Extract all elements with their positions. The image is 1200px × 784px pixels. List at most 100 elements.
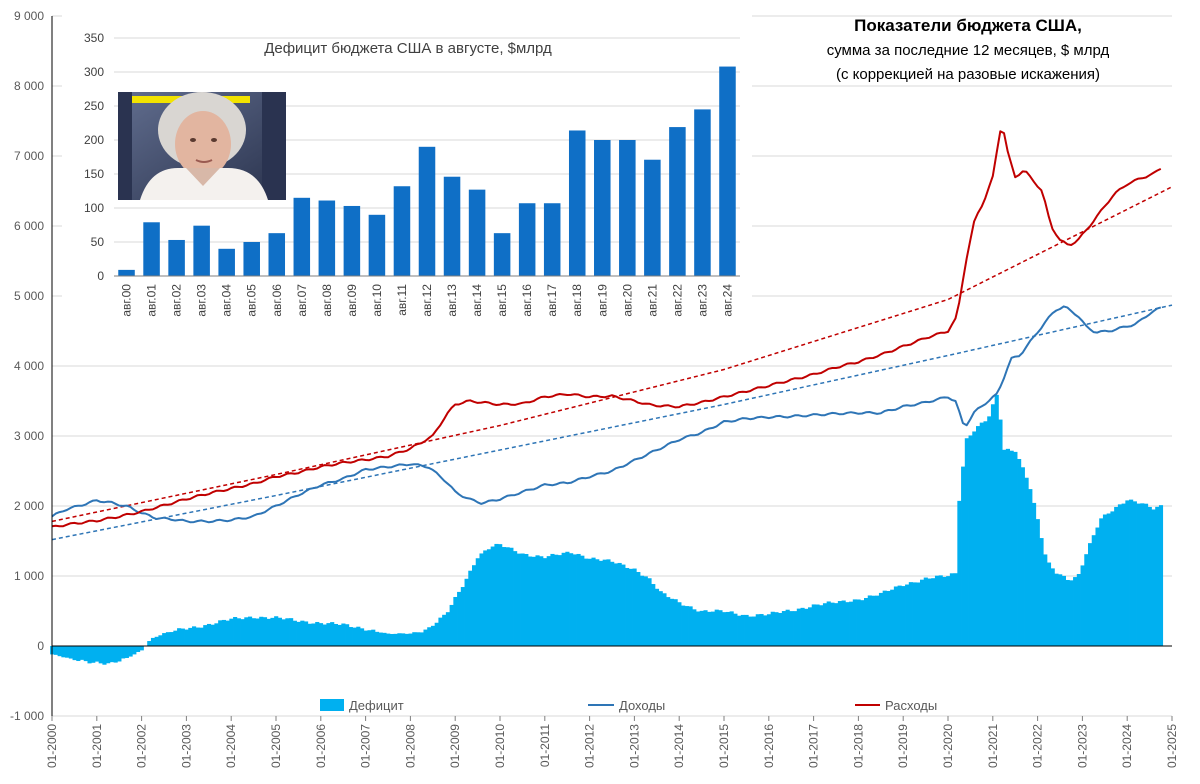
deficit-bar bbox=[673, 599, 678, 646]
deficit-bar bbox=[662, 593, 667, 646]
inset-bar bbox=[218, 248, 235, 276]
deficit-bar bbox=[856, 599, 861, 646]
deficit-bar bbox=[300, 620, 305, 646]
deficit-bar bbox=[472, 565, 477, 646]
deficit-bar bbox=[341, 623, 346, 646]
inset-title: Дефицит бюджета США в августе, $млрд bbox=[264, 40, 552, 57]
inset-bar bbox=[568, 130, 586, 276]
deficit-bar bbox=[307, 623, 312, 646]
deficit-bar bbox=[774, 612, 779, 646]
deficit-bar bbox=[416, 632, 421, 646]
deficit-bar bbox=[404, 633, 409, 646]
deficit-bar bbox=[423, 629, 428, 646]
deficit-bar bbox=[102, 646, 107, 665]
deficit-bar bbox=[557, 555, 562, 646]
inset-xtick-label: авг.02 bbox=[170, 284, 184, 317]
deficit-bar bbox=[576, 553, 581, 646]
deficit-bar bbox=[621, 564, 626, 646]
deficit-bar bbox=[1009, 450, 1014, 646]
inset-xtick-label: авг.01 bbox=[145, 284, 159, 317]
deficit-bar bbox=[509, 547, 514, 646]
deficit-bar bbox=[714, 609, 719, 646]
deficit-bar bbox=[826, 601, 831, 646]
deficit-bar bbox=[822, 603, 828, 646]
deficit-bar bbox=[139, 646, 144, 651]
deficit-bar bbox=[770, 611, 775, 646]
trend-lines bbox=[51, 186, 1173, 541]
deficit-bar bbox=[927, 578, 932, 646]
inset-bar bbox=[594, 140, 611, 276]
deficit-bar bbox=[483, 550, 488, 646]
deficit-bar bbox=[445, 612, 450, 646]
main-xtick-label: 01-2000 bbox=[45, 724, 59, 768]
deficit-bar bbox=[453, 596, 458, 646]
deficit-bar bbox=[569, 553, 574, 646]
deficit-bar bbox=[91, 646, 96, 663]
deficit-bar bbox=[718, 610, 723, 646]
deficit-bar bbox=[602, 559, 607, 646]
deficit-bar bbox=[427, 627, 432, 646]
deficit-bar bbox=[1140, 503, 1145, 646]
deficit-bar bbox=[1050, 568, 1055, 646]
deficit-bar bbox=[397, 633, 402, 646]
deficit-bar bbox=[136, 646, 141, 652]
deficit-bar bbox=[875, 595, 880, 646]
deficit-bar bbox=[983, 421, 988, 646]
deficit-bar bbox=[789, 611, 794, 646]
deficit-bar bbox=[1158, 505, 1164, 646]
deficit-bar bbox=[834, 603, 839, 646]
deficit-bar bbox=[292, 620, 297, 646]
legend-item-revenue: Доходы bbox=[588, 698, 665, 713]
main-xtick-label: 01-2013 bbox=[627, 724, 641, 768]
deficit-bar bbox=[531, 556, 536, 646]
inset-bar bbox=[193, 225, 210, 276]
main-ytick-label: 6 000 bbox=[14, 219, 44, 233]
deficit-bar bbox=[740, 614, 745, 646]
deficit-bar bbox=[867, 595, 872, 646]
deficit-bar bbox=[755, 614, 760, 646]
inset-bar bbox=[143, 222, 160, 276]
deficit-bar bbox=[684, 606, 689, 646]
series-lines bbox=[51, 130, 1162, 528]
deficit-bar bbox=[1155, 506, 1160, 646]
inset-bar bbox=[518, 203, 536, 276]
deficit-bar bbox=[908, 582, 913, 646]
deficit-bar bbox=[681, 605, 686, 646]
deficit-bar bbox=[677, 602, 682, 646]
deficit-bar bbox=[520, 553, 525, 646]
deficit-bar bbox=[393, 633, 398, 646]
deficit-bar bbox=[251, 618, 256, 646]
inset-bar bbox=[343, 205, 361, 276]
deficit-bar bbox=[830, 602, 835, 646]
deficit-bar bbox=[841, 600, 846, 646]
deficit-bar bbox=[438, 617, 443, 646]
deficit-bar bbox=[206, 623, 212, 646]
portrait-photo bbox=[118, 92, 286, 200]
deficit-bar bbox=[150, 637, 156, 646]
legend-item-spending: Расходы bbox=[855, 698, 937, 713]
deficit-bar bbox=[688, 606, 693, 646]
deficit-bar bbox=[849, 601, 854, 646]
inset-bar bbox=[543, 203, 561, 276]
deficit-bar bbox=[640, 575, 645, 646]
deficit-bar bbox=[475, 558, 480, 646]
deficit-bar bbox=[748, 616, 753, 646]
deficit-bar bbox=[419, 632, 424, 646]
inset-xtick-label: авг.09 bbox=[345, 284, 359, 317]
deficit-bar bbox=[737, 615, 742, 646]
deficit-bar bbox=[315, 621, 320, 646]
deficit-bar bbox=[192, 626, 197, 646]
deficit-bar bbox=[449, 604, 454, 646]
inset-bar bbox=[368, 214, 386, 276]
deficit-bar bbox=[617, 562, 622, 646]
chart-subtitle-1: сумма за последние 12 месяцев, $ млрд bbox=[827, 42, 1110, 59]
deficit-bar bbox=[505, 547, 510, 646]
deficit-bar bbox=[1032, 502, 1037, 646]
deficit-bar bbox=[87, 646, 92, 664]
deficit-bar bbox=[964, 438, 969, 646]
deficit-bar bbox=[285, 618, 290, 646]
deficit-bar bbox=[408, 633, 413, 646]
inset-bar bbox=[293, 197, 311, 276]
deficit-bar bbox=[486, 549, 492, 646]
inset-xtick-label: авг.00 bbox=[120, 284, 134, 317]
